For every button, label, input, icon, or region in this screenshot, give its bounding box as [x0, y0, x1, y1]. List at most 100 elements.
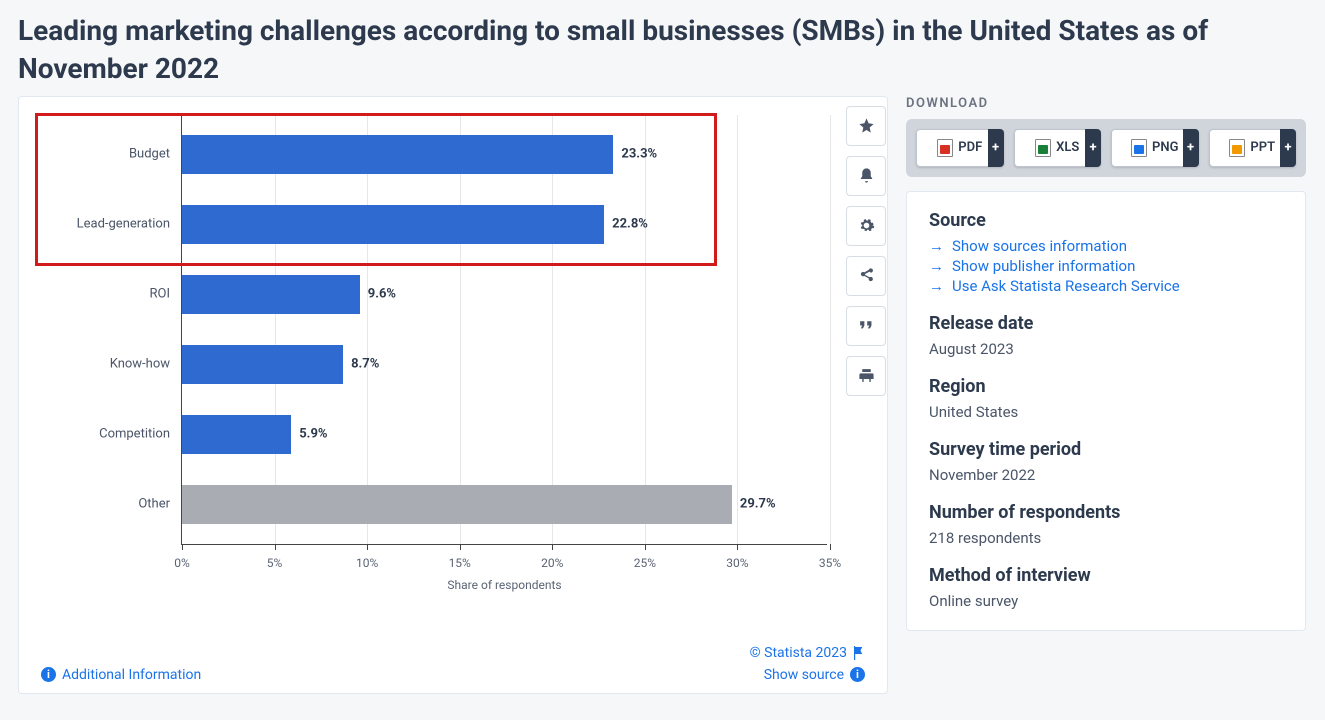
bar[interactable] [182, 415, 291, 454]
category-label: ROI [150, 287, 183, 302]
chart-card: Share of respondents 0% 5% 10% 15% 20% 25% 30%… [18, 96, 888, 694]
x-axis-label: Share of respondents [182, 578, 827, 592]
gridline [645, 115, 646, 544]
download-button-label: PPT [1250, 140, 1275, 155]
download-pdf-button[interactable]: PDF+ [916, 129, 1004, 167]
bar-value-label: 8.7% [351, 357, 379, 372]
bar[interactable] [182, 275, 360, 314]
category-label: Budget [129, 147, 182, 162]
gridline [830, 115, 831, 544]
bar-row: Other29.7% [182, 485, 827, 524]
bar[interactable] [182, 135, 613, 174]
gridline [737, 115, 738, 544]
xls-file-icon [1035, 139, 1051, 157]
x-tick [182, 544, 183, 550]
additional-information-link[interactable]: i Additional Information [41, 667, 201, 683]
survey-period-value: November 2022 [929, 466, 1283, 484]
x-tick-label: 5% [267, 556, 283, 570]
category-label: Other [138, 497, 182, 512]
x-tick [460, 544, 461, 550]
method-heading: Method of interview [929, 565, 1283, 586]
x-tick-label: 25% [634, 556, 656, 570]
region-value: United States [929, 403, 1283, 421]
ppt-file-icon [1229, 139, 1245, 157]
source-link-2[interactable]: Use Ask Statista Research Service [929, 277, 1283, 295]
pdf-file-icon [937, 139, 953, 157]
additional-information-label: Additional Information [62, 667, 201, 683]
gridline [367, 115, 368, 544]
respondents-heading: Number of respondents [929, 502, 1283, 523]
download-ppt-button[interactable]: PPT + [1209, 129, 1297, 167]
x-tick-label: 0% [174, 556, 190, 570]
quote-icon [858, 317, 875, 334]
bar-row: Lead-generation22.8% [182, 205, 827, 244]
plus-icon: + [1085, 129, 1101, 167]
category-label: Know-how [110, 357, 182, 372]
source-heading: Source [929, 210, 1283, 231]
x-tick [367, 544, 368, 550]
x-tick-label: 10% [356, 556, 378, 570]
flag-icon [853, 646, 865, 660]
show-source-label: Show source [764, 667, 844, 683]
bar-row: Competition5.9% [182, 415, 827, 454]
bar-row: Know-how8.7% [182, 345, 827, 384]
gridline [460, 115, 461, 544]
copyright-link[interactable]: © Statista 2023 [750, 645, 865, 661]
bar-value-label: 29.7% [740, 497, 776, 512]
download-xls-button[interactable]: XLS+ [1014, 129, 1102, 167]
region-heading: Region [929, 376, 1283, 397]
download-button-label: PNG [1152, 140, 1178, 155]
bar[interactable] [182, 345, 343, 384]
x-tick [552, 544, 553, 550]
category-label: Lead-generation [77, 217, 182, 232]
download-button-label: PDF [958, 140, 982, 155]
plus-icon: + [1183, 129, 1199, 167]
release-date-heading: Release date [929, 313, 1283, 334]
settings-button[interactable] [846, 206, 886, 246]
bar[interactable] [182, 485, 732, 524]
info-icon: i [41, 667, 56, 682]
source-link-1[interactable]: Show publisher information [929, 257, 1283, 275]
bar-value-label: 5.9% [299, 427, 327, 442]
show-source-link[interactable]: Show source i [750, 667, 865, 683]
plus-icon: + [1280, 129, 1296, 167]
copyright-text: © Statista 2023 [750, 645, 847, 661]
bar-row: Budget23.3% [182, 135, 827, 174]
bell-icon [858, 167, 875, 184]
method-value: Online survey [929, 592, 1283, 610]
bar-value-label: 9.6% [368, 287, 396, 302]
chart-plot-area: Share of respondents 0% 5% 10% 15% 20% 25% 30%… [41, 105, 857, 605]
x-tick-label: 30% [726, 556, 748, 570]
info-card: Source Show sources information Show pub… [906, 191, 1306, 631]
survey-period-heading: Survey time period [929, 439, 1283, 460]
print-icon [858, 367, 875, 384]
bar-value-label: 23.3% [621, 147, 657, 162]
x-tick [830, 544, 831, 550]
favorite-button[interactable] [846, 106, 886, 146]
x-tick [275, 544, 276, 550]
png-file-icon [1131, 139, 1147, 157]
share-button[interactable] [846, 256, 886, 296]
star-icon [858, 117, 875, 134]
category-label: Competition [99, 427, 182, 442]
release-date-value: August 2023 [929, 340, 1283, 358]
x-tick-label: 20% [541, 556, 563, 570]
download-png-button[interactable]: PNG + [1111, 129, 1199, 167]
notify-button[interactable] [846, 156, 886, 196]
download-panel: DOWNLOAD PDF+XLS+PNG+PPT+ [906, 96, 1306, 177]
source-link-0[interactable]: Show sources information [929, 237, 1283, 255]
print-button[interactable] [846, 356, 886, 396]
x-tick-label: 15% [449, 556, 471, 570]
bar-row: ROI9.6% [182, 275, 827, 314]
bar[interactable] [182, 205, 604, 244]
cite-button[interactable] [846, 306, 886, 346]
bar-value-label: 22.8% [612, 217, 648, 232]
share-icon [858, 267, 875, 284]
gear-icon [858, 217, 875, 234]
download-heading: DOWNLOAD [906, 96, 1306, 111]
x-tick-label: 35% [819, 556, 841, 570]
page-title: Leading marketing challenges according t… [0, 0, 1325, 96]
gridline [552, 115, 553, 544]
x-tick [645, 544, 646, 550]
respondents-value: 218 respondents [929, 529, 1283, 547]
